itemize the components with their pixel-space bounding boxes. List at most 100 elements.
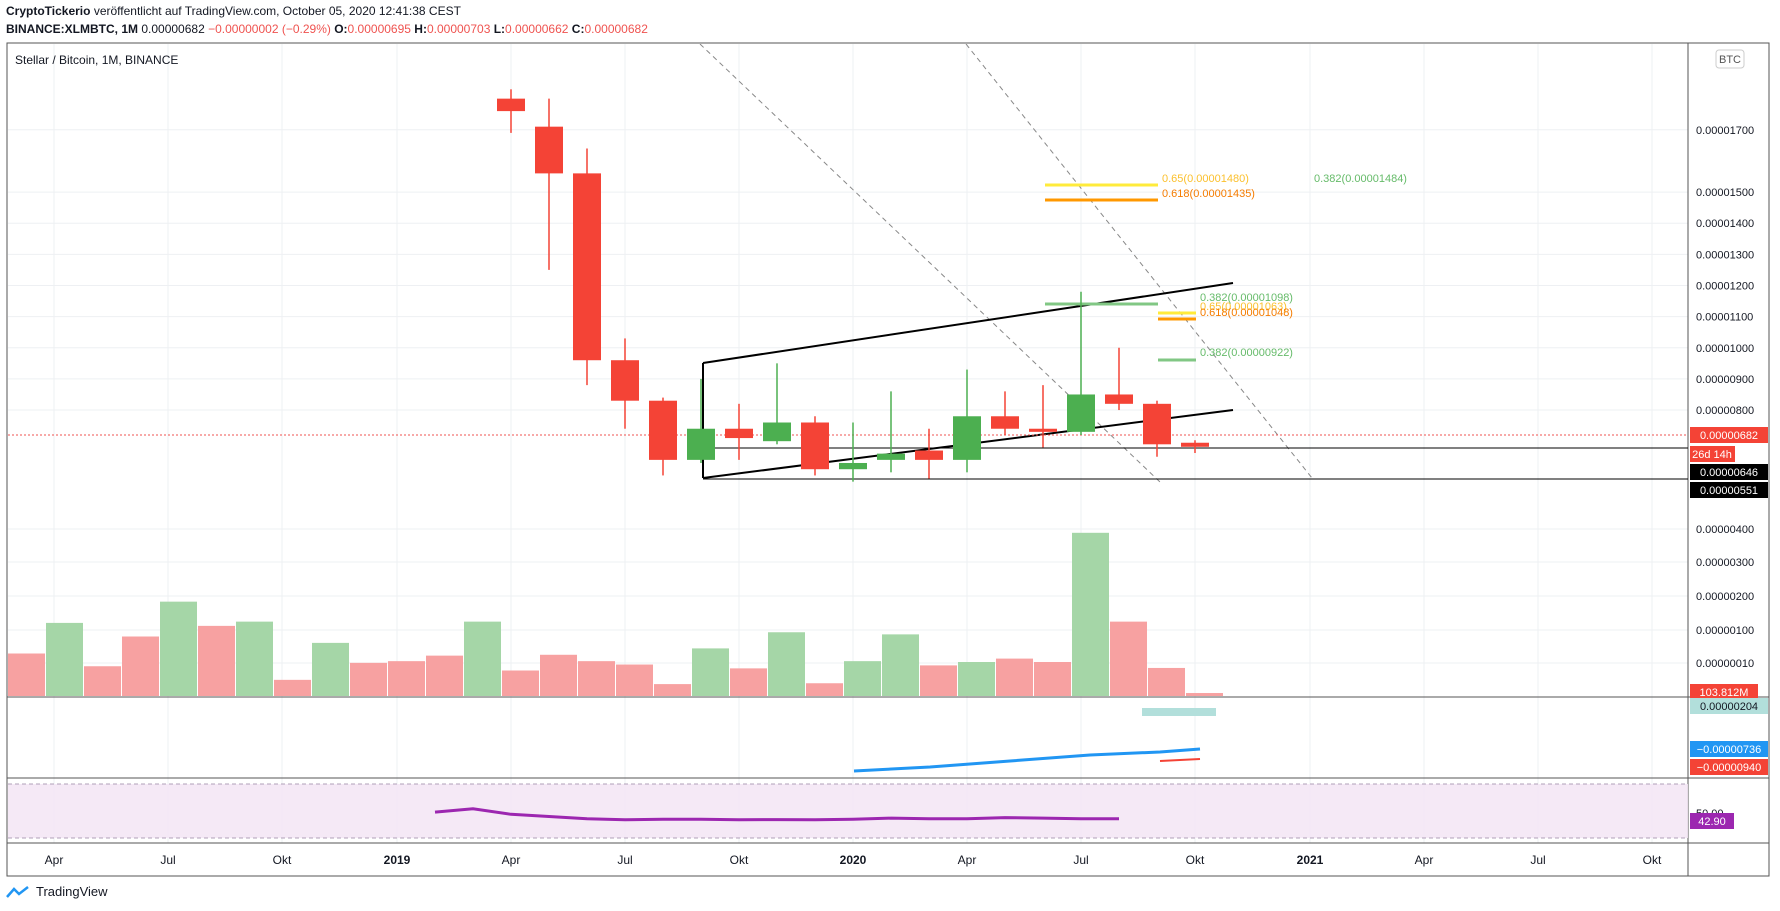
price-tick-lower: 0.00000300	[1696, 557, 1754, 569]
price-tick: 0.00001500	[1696, 187, 1754, 199]
time-tick: Okt	[1186, 853, 1205, 867]
price-tick: 0.00001400	[1696, 218, 1754, 230]
candlestick-series	[497, 89, 1209, 482]
high-value: 0.00000703	[426, 22, 491, 36]
currency-badge[interactable]: BTC	[1715, 49, 1745, 69]
countdown-box	[1690, 446, 1735, 462]
candle	[1029, 385, 1057, 448]
volume-bar	[920, 665, 957, 696]
volume-bar	[198, 625, 235, 696]
support-551-box	[1690, 482, 1768, 498]
high-label: H:	[414, 22, 427, 36]
volume-bar	[426, 655, 463, 696]
volume-bar	[996, 658, 1033, 696]
rsi-band	[8, 784, 1688, 838]
chart-grid	[8, 44, 1688, 843]
price-tick-lower: 0.00000100	[1696, 625, 1754, 637]
countdown-tag: 26d 14h	[1692, 449, 1732, 461]
time-tick: 2021	[1297, 853, 1324, 867]
fib-label: 0.65(0.00001063)	[1200, 301, 1287, 313]
time-tick: Apr	[502, 853, 521, 867]
price-tick: 0.00001000	[1696, 343, 1754, 355]
time-tick: Okt	[730, 853, 749, 867]
volume-bar	[1072, 532, 1109, 696]
pane-title: Stellar / Bitcoin, 1M, BINANCE	[15, 53, 178, 67]
macd-hist-box	[1690, 698, 1768, 714]
candle	[611, 338, 639, 429]
fib-label: 0.382(0.00000922)	[1200, 347, 1293, 359]
volume-bar	[312, 642, 349, 696]
support-646-tag: 0.00000646	[1700, 467, 1758, 479]
price-tick: 0.00001200	[1696, 280, 1754, 292]
candle	[839, 422, 867, 482]
candle	[649, 397, 677, 476]
price-tick: 0.00001300	[1696, 249, 1754, 261]
candle	[725, 403, 753, 460]
candle	[573, 148, 601, 386]
open-label: O:	[334, 22, 348, 36]
candle	[991, 391, 1019, 435]
dashed-trendline-1	[699, 44, 1161, 483]
publisher-name: CryptoTickerio	[6, 4, 91, 18]
low-value: 0.00000662	[505, 22, 569, 36]
trend-drawings	[8, 44, 1688, 483]
volume-bar	[958, 662, 995, 696]
volume-bar	[350, 662, 387, 696]
macd-histogram-bars	[1142, 708, 1216, 716]
last-price-box	[1690, 427, 1768, 443]
volume-bar	[8, 653, 45, 696]
rsi-value-box	[1690, 813, 1734, 829]
time-tick: Apr	[958, 853, 977, 867]
time-tick: Jul	[1530, 853, 1545, 867]
time-tick: 2020	[840, 853, 867, 867]
candle	[915, 428, 943, 479]
volume-bar	[274, 679, 311, 696]
volume-bar	[1034, 662, 1071, 696]
published-text: veröffentlicht auf TradingView.com, Octo…	[93, 4, 461, 18]
tradingview-logo-icon	[6, 885, 29, 898]
volume-bar	[844, 661, 881, 696]
support-551-tag: 0.00000551	[1700, 485, 1758, 497]
symbol-label[interactable]: BINANCE:XLMBTC, 1M	[6, 22, 138, 36]
chart-header: CryptoTickerio veröffentlicht auf Tradin…	[6, 4, 461, 18]
signal-line-box	[1690, 759, 1768, 775]
fib-label: 0.382(0.00001484)	[1314, 173, 1407, 185]
candle	[497, 89, 525, 133]
candle	[687, 378, 715, 463]
last-price: 0.00000682	[141, 22, 205, 36]
fib-label: 0.618(0.00001435)	[1162, 188, 1255, 200]
volume-bar	[882, 634, 919, 696]
tradingview-brand: TradingView	[36, 884, 108, 899]
chart-border	[6, 42, 1770, 877]
signal-line	[1159, 758, 1201, 762]
price-tick: 0.00001100	[1696, 312, 1753, 324]
fib-label: 0.618(0.00001048)	[1200, 307, 1293, 319]
volume-bar	[388, 661, 425, 696]
price-tick-lower: 0.00000200	[1696, 591, 1754, 603]
price-change: −0.00000002 (−0.29%)	[208, 22, 331, 36]
currency-badge-text: BTC	[1719, 54, 1741, 66]
price-label-boxes: 0.00000682 26d 14h 0.00000646 0.00000551…	[1690, 427, 1768, 829]
macd-pane	[853, 708, 1216, 773]
open-value: 0.00000695	[347, 22, 411, 36]
price-tick: 0.00000900	[1696, 374, 1754, 386]
time-tick: Okt	[1643, 853, 1662, 867]
pane-title-text: Stellar / Bitcoin, 1M, BINANCE	[15, 53, 178, 67]
candle	[1181, 440, 1209, 454]
low-label: L:	[493, 22, 506, 36]
symbol-ohlc-line: BINANCE:XLMBTC, 1M 0.00000682 −0.0000000…	[6, 22, 648, 36]
price-tick-lower: 0.00000400	[1696, 524, 1754, 536]
time-tick: Apr	[1415, 853, 1434, 867]
candle	[801, 416, 829, 476]
volume-bar	[540, 654, 577, 696]
volume-bar	[236, 621, 273, 696]
time-tick: 2019	[384, 853, 411, 867]
volume-bar	[464, 621, 501, 696]
candle	[1067, 291, 1095, 435]
time-tick: Okt	[273, 853, 292, 867]
signal-line-tag: −0.00000940	[1697, 762, 1762, 774]
macd-line-tag: −0.00000736	[1697, 744, 1762, 756]
volume-bar	[1110, 621, 1147, 696]
tradingview-footer[interactable]: TradingView	[6, 884, 108, 899]
